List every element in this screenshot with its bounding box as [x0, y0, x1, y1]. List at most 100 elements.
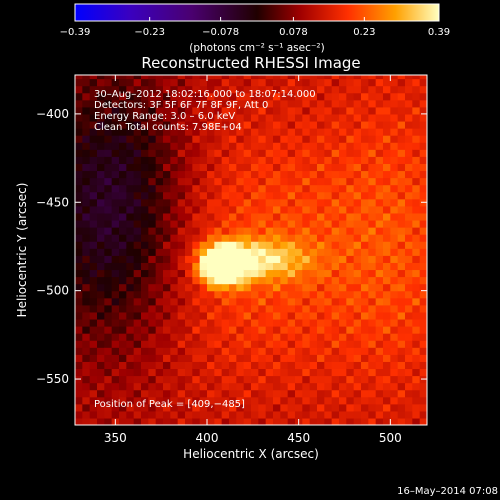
heatmap-cell [287, 149, 296, 157]
heatmap-cell [295, 128, 303, 136]
heatmap-cell [236, 212, 245, 221]
heatmap-cell [295, 241, 303, 249]
heatmap-cell [324, 212, 333, 221]
heatmap-cell [155, 184, 164, 193]
heatmap-cell [229, 142, 237, 150]
heatmap-cell [368, 269, 377, 278]
heatmap-cell [111, 304, 120, 313]
heatmap-cell [405, 106, 413, 115]
heatmap-cell [251, 205, 259, 214]
heatmap-cell [302, 410, 311, 419]
heatmap-cell [111, 283, 120, 292]
heatmap-cell [309, 85, 318, 94]
heatmap-cell [324, 227, 333, 235]
heatmap-cell [324, 205, 333, 214]
heatmap-cell [126, 410, 135, 419]
heatmap-cell [141, 212, 149, 221]
heatmap-cell [317, 290, 325, 299]
heatmap-cell [177, 368, 186, 377]
heatmap-cell [126, 326, 135, 334]
heatmap-cell [317, 354, 325, 362]
heatmap-cell [75, 212, 83, 221]
heatmap-cell [273, 304, 281, 313]
heatmap-cell [104, 354, 113, 362]
heatmap-cell [148, 149, 157, 157]
heatmap-cell [419, 304, 427, 313]
heatmap-cell [405, 135, 413, 143]
heatmap-cell [119, 354, 127, 362]
heatmap-cell [97, 177, 105, 186]
heatmap-cell [390, 403, 399, 412]
heatmap-cell [126, 128, 135, 136]
heatmap-cell [368, 417, 377, 425]
heatmap-cell [75, 403, 83, 412]
heatmap-cell [397, 318, 406, 327]
heatmap-cell [383, 389, 391, 398]
heatmap-cell [148, 354, 157, 362]
heatmap-cell [397, 156, 406, 164]
heatmap-cell [111, 128, 120, 136]
heatmap-cell [405, 156, 413, 164]
heatmap-cell [390, 85, 399, 94]
heatmap-cell [280, 283, 289, 292]
heatmap-cell [302, 170, 311, 179]
heatmap-cell [353, 290, 362, 299]
heatmap-cell [141, 389, 149, 398]
heatmap-cell [229, 248, 237, 256]
heatmap-cell [375, 212, 384, 221]
heatmap-cell [368, 212, 377, 221]
heatmap-cell [339, 219, 347, 228]
heatmap-cell [236, 255, 245, 263]
heatmap-cell [353, 142, 362, 150]
heatmap-cell [214, 142, 223, 150]
heatmap-cell [346, 234, 355, 242]
heatmap-cell [412, 113, 421, 122]
heatmap-cell [280, 113, 289, 122]
heatmap-cell [163, 333, 171, 341]
heatmap-cell [163, 120, 171, 129]
heatmap-cell [207, 347, 215, 355]
heatmap-cell [280, 333, 289, 341]
heatmap-cell [397, 276, 406, 285]
heatmap-cell [390, 170, 399, 179]
heatmap-cell [221, 248, 230, 256]
heatmap-cell [214, 276, 223, 285]
heatmap-cell [383, 92, 391, 101]
heatmap-cell [273, 283, 281, 292]
heatmap-cell [331, 205, 340, 214]
heatmap-cell [207, 389, 215, 398]
heatmap-cell [331, 135, 340, 143]
heatmap-cell [331, 318, 340, 327]
heatmap-cell [243, 333, 252, 341]
heatmap-cell [82, 403, 91, 412]
chart-title: Reconstructed RHESSI Image [141, 54, 360, 72]
heatmap-cell [170, 184, 179, 193]
heatmap-cell [185, 212, 193, 221]
heatmap-cell [75, 78, 83, 87]
heatmap-cell [280, 396, 289, 405]
heatmap-cell [324, 177, 333, 186]
heatmap-cell [339, 227, 347, 235]
heatmap-cell [163, 191, 171, 200]
heatmap-cell [412, 170, 421, 179]
heatmap-cell [104, 120, 113, 129]
heatmap-cell [185, 205, 193, 214]
heatmap-cell [89, 106, 98, 115]
heatmap-cell [119, 417, 127, 425]
heatmap-cell [229, 219, 237, 228]
heatmap-cell [236, 276, 245, 285]
heatmap-cell [383, 75, 391, 80]
heatmap-cell [302, 255, 311, 263]
heatmap-cell [133, 142, 142, 150]
heatmap-cell [405, 75, 413, 80]
heatmap-cell [258, 368, 267, 377]
heatmap-cell [309, 361, 318, 370]
heatmap-cell [214, 212, 223, 221]
heatmap-cell [126, 156, 135, 164]
heatmap-cell [221, 297, 230, 306]
heatmap-cell [405, 283, 413, 292]
heatmap-cell [265, 368, 274, 377]
heatmap-cell [185, 283, 193, 292]
heatmap-cell [295, 347, 303, 355]
heatmap-cell [265, 212, 274, 221]
